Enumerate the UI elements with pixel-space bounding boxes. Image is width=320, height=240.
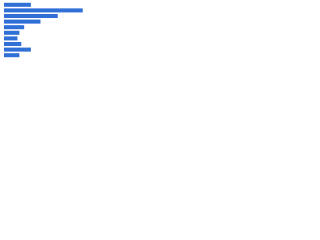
bar — [4, 2, 31, 7]
bar — [4, 30, 20, 35]
bar — [4, 13, 58, 19]
bar — [4, 25, 25, 30]
chart — [4, 2, 83, 58]
bar — [4, 8, 83, 13]
bar — [4, 19, 41, 24]
page: {"chart_data": {"type": "bar", "orientat… — [0, 0, 320, 71]
bar — [4, 41, 22, 47]
bar — [4, 47, 31, 52]
bar — [4, 36, 18, 41]
bar — [4, 53, 20, 58]
